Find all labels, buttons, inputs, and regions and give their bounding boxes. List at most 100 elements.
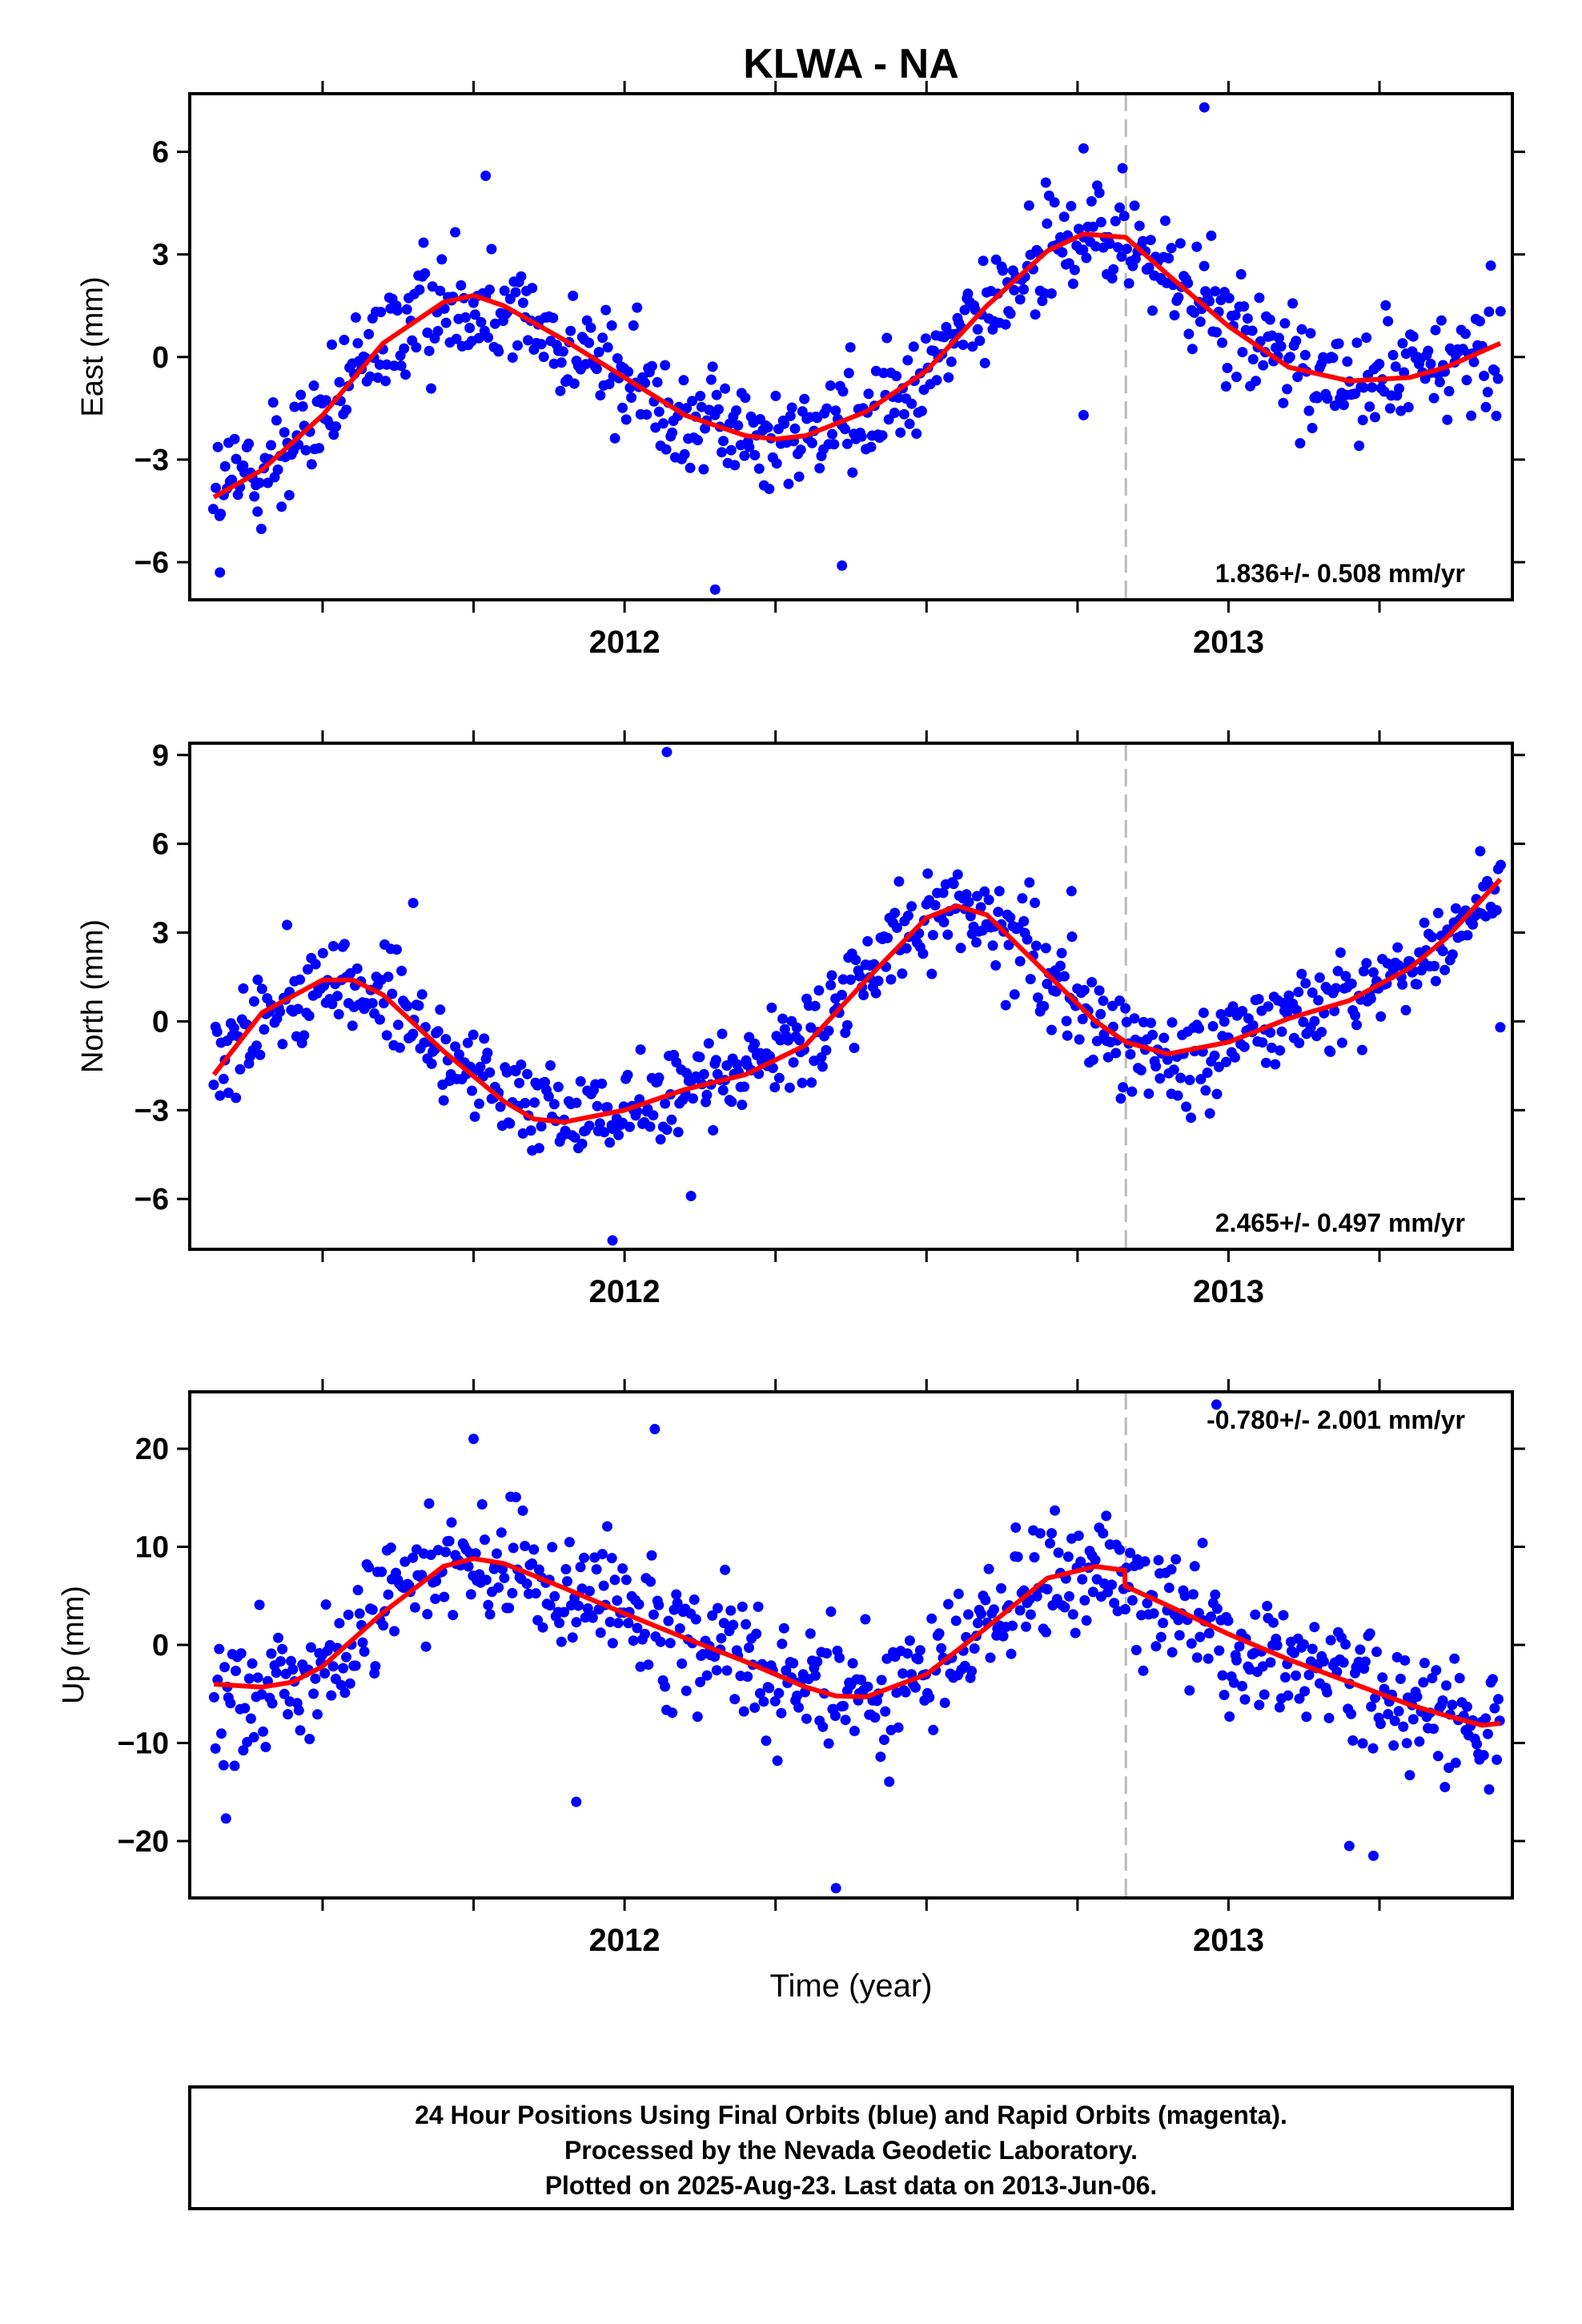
data-point (1148, 1608, 1159, 1619)
up-panel: −20 −10 0 10 20 2012 2013 Up (mm) -0.780+/- 2.00… (57, 1379, 1525, 1958)
data-point (1472, 1739, 1483, 1750)
data-point (617, 402, 628, 413)
data-point (1187, 1589, 1199, 1600)
data-point (1042, 979, 1053, 990)
data-point (517, 297, 528, 308)
data-point (713, 404, 724, 415)
data-point (1401, 1738, 1412, 1749)
data-point (989, 1604, 999, 1615)
data-point (375, 1014, 385, 1025)
data-point (681, 403, 693, 414)
data-point (779, 418, 790, 429)
data-point (1364, 1628, 1375, 1639)
data-point (904, 1635, 915, 1647)
data-point (408, 898, 419, 909)
data-point (1199, 102, 1210, 113)
data-point (943, 1598, 954, 1610)
data-point (764, 1683, 775, 1694)
data-point (440, 1034, 452, 1045)
data-point (904, 418, 915, 429)
data-point (385, 1542, 396, 1554)
data-point (562, 1576, 572, 1587)
data-point (271, 415, 282, 426)
data-point (293, 1705, 304, 1716)
data-point (1147, 305, 1158, 316)
data-point (556, 1636, 567, 1647)
data-point (267, 397, 279, 408)
data-point (891, 371, 902, 382)
data-point (794, 1035, 805, 1046)
data-point (363, 328, 375, 340)
data-point (1209, 1050, 1220, 1061)
data-point (729, 1694, 741, 1705)
data-point (1265, 1027, 1276, 1038)
data-point (391, 305, 403, 316)
data-point (753, 1601, 764, 1612)
data-point (527, 1558, 538, 1569)
data-point (1235, 269, 1247, 279)
data-point (1399, 367, 1410, 378)
data-point (797, 1077, 808, 1088)
data-point (289, 401, 300, 412)
data-point (508, 1542, 519, 1554)
data-point (1189, 1561, 1200, 1572)
data-point (1222, 363, 1233, 373)
data-point (595, 390, 606, 401)
data-point (327, 999, 338, 1010)
data-point (1109, 1598, 1120, 1609)
data-point (1033, 992, 1043, 1003)
data-point (1098, 995, 1109, 1007)
y-tick-label: 0 (152, 1005, 169, 1039)
y-tick-label: 3 (152, 239, 169, 272)
data-point (229, 433, 240, 444)
data-point (1053, 1547, 1064, 1558)
data-point (1175, 1072, 1186, 1084)
data-point (869, 1712, 881, 1723)
data-point (483, 1599, 494, 1610)
data-point (1186, 1638, 1197, 1649)
data-point (279, 1688, 290, 1699)
data-point (661, 444, 672, 455)
data-point (304, 1734, 315, 1744)
data-point (251, 1040, 262, 1051)
east-panel: −6 −3 0 3 6 2012 2013 East (mm) 1.836+/- 0.508 m… (76, 81, 1525, 660)
data-point (214, 1643, 225, 1655)
data-point (401, 304, 412, 315)
data-point (1186, 344, 1198, 355)
data-point (749, 449, 761, 460)
data-point (1115, 1093, 1126, 1104)
data-point (416, 989, 428, 1000)
data-point (641, 409, 652, 420)
data-point (709, 1651, 721, 1663)
data-point (1217, 337, 1228, 348)
data-point (1491, 410, 1502, 421)
x-tick-label: 2012 (589, 625, 661, 660)
data-point (1219, 1016, 1230, 1027)
data-point (367, 998, 378, 1009)
data-point (249, 491, 260, 502)
data-point (1434, 376, 1445, 388)
data-point (1394, 383, 1404, 394)
data-point (635, 1044, 646, 1055)
data-point (1425, 358, 1436, 369)
data-point (409, 1602, 420, 1613)
data-point (1160, 215, 1170, 227)
data-point (364, 371, 375, 382)
data-point (1380, 300, 1391, 311)
data-point (1166, 1017, 1178, 1028)
data-point (1480, 1713, 1492, 1724)
data-point (476, 316, 487, 328)
data-point (565, 325, 576, 336)
data-point (339, 335, 350, 345)
data-point (958, 340, 969, 350)
data-point (1179, 1590, 1191, 1602)
data-point (1191, 241, 1203, 252)
data-point (906, 398, 917, 409)
y-tick-label: 10 (135, 1531, 169, 1565)
data-point (1419, 917, 1430, 928)
data-point (721, 1060, 733, 1071)
data-point (882, 932, 893, 943)
data-point (351, 963, 363, 974)
data-point (239, 1703, 251, 1714)
